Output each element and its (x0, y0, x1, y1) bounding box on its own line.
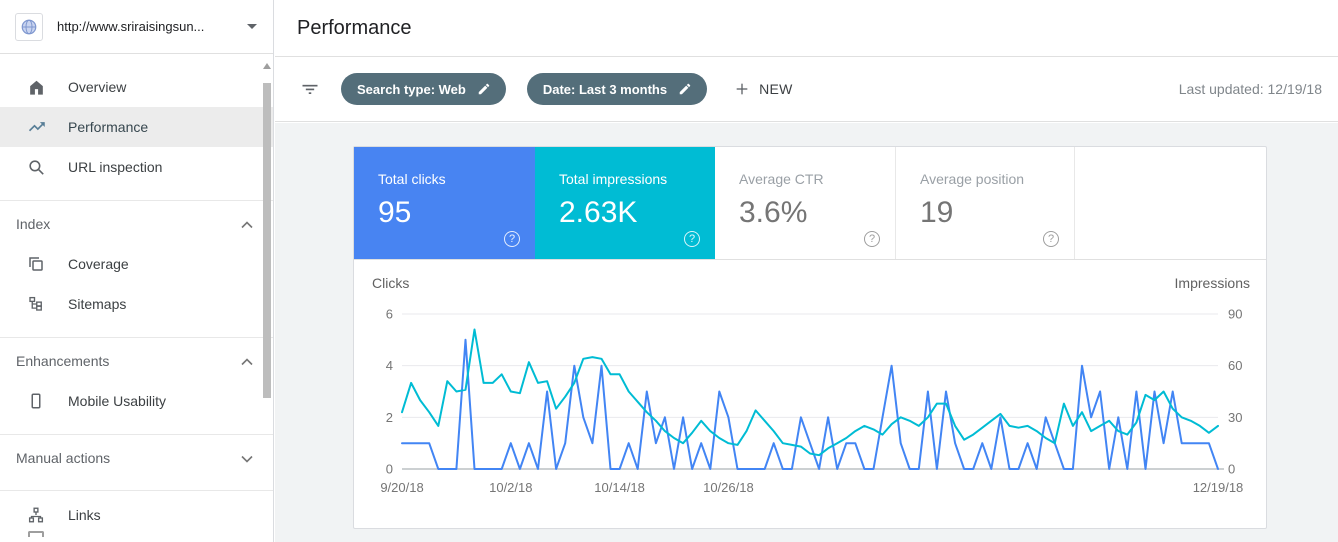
metric-average-ctr[interactable]: Average CTR 3.6% ? (715, 147, 895, 259)
x-axis-tick: 12/19/18 (1193, 480, 1244, 495)
chevron-up-icon (241, 353, 253, 369)
edit-pencil-icon (477, 82, 491, 96)
sidebar-item-label: Coverage (68, 256, 129, 272)
sidebar-item-label: Performance (68, 119, 149, 135)
divider (0, 490, 273, 491)
home-icon (27, 77, 47, 97)
help-icon[interactable]: ? (864, 231, 880, 247)
divider (0, 434, 273, 435)
metric-average-position[interactable]: Average position 19 ? (895, 147, 1075, 259)
performance-card: Total clicks 95 ? Total impressions 2.63… (353, 146, 1267, 529)
performance-chart[interactable]: 0 0 2 30 4 60 6 90 Clicks Impressions 9/20/18 10/2/… (354, 260, 1266, 528)
partial-next-item-icon (28, 531, 44, 537)
left-axis-tick: 0 (386, 462, 393, 477)
chip-label: Search type: Web (357, 81, 466, 97)
metric-label: Total impressions (559, 171, 668, 187)
sidebar-scrollbar[interactable] (262, 55, 272, 542)
property-selector[interactable]: http://www.sriraisingsun... (0, 0, 273, 54)
x-axis-tick: 9/20/18 (380, 480, 423, 495)
filter-list-icon[interactable] (300, 79, 320, 99)
sidebar-item-overview[interactable]: Overview (0, 67, 273, 107)
right-axis-title: Impressions (1175, 275, 1250, 291)
scrollbar-thumb[interactable] (263, 83, 271, 398)
x-axis-tick: 10/26/18 (703, 480, 754, 495)
metric-value: 19 (920, 196, 954, 229)
section-label: Index (16, 216, 51, 232)
metric-value: 2.63K (559, 196, 638, 229)
right-axis-tick: 90 (1228, 307, 1242, 322)
sidebar-item-label: Mobile Usability (68, 393, 167, 409)
last-updated-text: Last updated: 12/19/18 (1178, 81, 1322, 97)
left-axis-tick: 2 (386, 410, 393, 425)
smartphone-icon (27, 391, 47, 411)
content-area: Total clicks 95 ? Total impressions 2.63… (275, 123, 1338, 542)
search-icon (27, 157, 47, 177)
sidebar-item-sitemaps[interactable]: Sitemaps (0, 284, 273, 324)
right-axis-tick: 0 (1228, 462, 1235, 477)
metric-label: Total clicks (378, 171, 446, 187)
top-bar: Performance (275, 0, 1338, 57)
metric-value: 95 (378, 196, 412, 229)
sidebar-item-label: Links (68, 507, 101, 523)
left-axis-tick: 4 (386, 358, 393, 373)
plus-icon (734, 81, 750, 97)
new-filter-button[interactable]: NEW (734, 81, 793, 97)
trending-up-icon (27, 117, 47, 137)
globe-icon (15, 12, 43, 41)
edit-pencil-icon (678, 82, 692, 96)
divider (0, 200, 273, 201)
sidebar-item-performance[interactable]: Performance (0, 107, 273, 147)
links-icon (27, 505, 47, 525)
scrollbar-up-arrow[interactable] (263, 63, 271, 69)
metric-label: Average CTR (739, 171, 824, 187)
filter-bar: Search type: Web Date: Last 3 months NEW… (275, 57, 1338, 122)
main-area: Performance Search type: Web Date: Last … (275, 0, 1338, 542)
sidebar-section-enhancements[interactable]: Enhancements (0, 341, 273, 381)
new-button-label: NEW (759, 81, 793, 97)
sidebar-item-label: Sitemaps (68, 296, 127, 312)
chevron-down-icon (241, 450, 253, 466)
metric-total-clicks[interactable]: Total clicks 95 ? (354, 147, 535, 259)
filter-chip-search-type[interactable]: Search type: Web (341, 73, 506, 105)
x-axis-tick: 10/14/18 (594, 480, 645, 495)
metric-value: 3.6% (739, 196, 808, 229)
right-axis-tick: 30 (1228, 410, 1242, 425)
metric-tiles: Total clicks 95 ? Total impressions 2.63… (354, 147, 1266, 260)
help-icon[interactable]: ? (1043, 231, 1059, 247)
help-icon[interactable]: ? (504, 231, 520, 247)
sitemap-icon (27, 294, 47, 314)
sidebar-nav: Overview Performance URL inspection Inde… (0, 54, 273, 537)
left-axis-title: Clicks (372, 275, 409, 291)
series-clicks (401, 338, 1219, 470)
sidebar-item-coverage[interactable]: Coverage (0, 244, 273, 284)
pages-icon (27, 254, 47, 274)
left-axis-tick: 6 (386, 307, 393, 322)
sidebar-item-links[interactable]: Links (0, 495, 273, 535)
sidebar-section-manual-actions[interactable]: Manual actions (0, 438, 273, 478)
property-url: http://www.sriraisingsun... (57, 19, 205, 34)
sidebar-item-mobile-usability[interactable]: Mobile Usability (0, 381, 273, 421)
page-title: Performance (297, 16, 412, 39)
metric-total-impressions[interactable]: Total impressions 2.63K ? (535, 147, 715, 259)
right-axis-tick: 60 (1228, 358, 1242, 373)
dropdown-caret-icon (247, 24, 257, 29)
sidebar-item-url-inspection[interactable]: URL inspection (0, 147, 273, 187)
filter-chip-date[interactable]: Date: Last 3 months (526, 73, 708, 105)
sidebar-item-label: URL inspection (68, 159, 163, 175)
help-icon[interactable]: ? (684, 231, 700, 247)
divider (0, 337, 273, 338)
section-label: Enhancements (16, 353, 110, 369)
sidebar-item-label: Overview (68, 79, 127, 95)
metric-label: Average position (920, 171, 1025, 187)
sidebar-section-index[interactable]: Index (0, 204, 273, 244)
series-impressions (401, 328, 1219, 457)
section-label: Manual actions (16, 450, 111, 466)
sidebar: http://www.sriraisingsun... Overview Per… (0, 0, 274, 542)
chevron-up-icon (241, 216, 253, 232)
x-axis-tick: 10/2/18 (489, 480, 532, 495)
chip-label: Date: Last 3 months (542, 81, 668, 97)
